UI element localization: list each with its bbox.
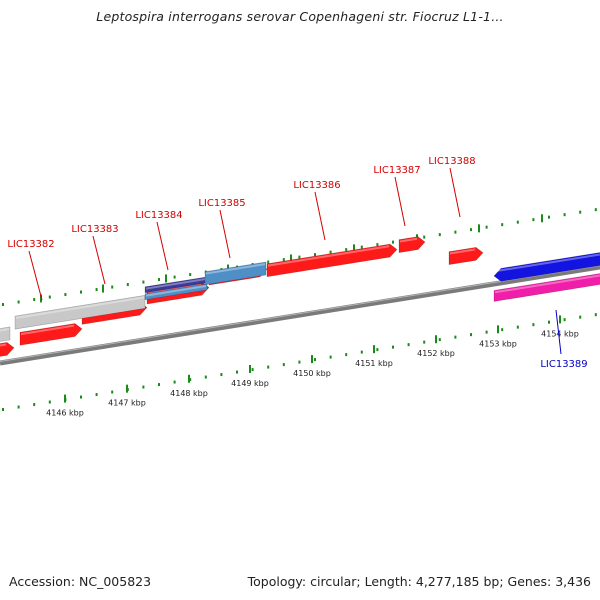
gene-label-lic13388: LIC13388 — [428, 156, 475, 167]
kbp-tick-label: 4148 kbp — [170, 389, 208, 398]
gene-reverse-blue-gloss — [495, 253, 600, 273]
gene-leader-line — [28, 250, 43, 301]
gene-label-lic13384: LIC13384 — [135, 210, 182, 221]
gene-leader-line — [314, 191, 326, 241]
gene-label-lic13386: LIC13386 — [293, 180, 340, 191]
gene-leader-line — [219, 209, 231, 259]
cds-lic13387 — [398, 236, 426, 254]
gene-gray-left-gloss — [0, 328, 9, 332]
kbp-tick-label: 4153 kbp — [479, 339, 517, 348]
gene-steelblue — [204, 261, 267, 286]
gene-leader-line — [394, 176, 406, 227]
topology-summary: Topology: circular; Length: 4,277,185 bp… — [247, 574, 591, 589]
cds-lic13388-gloss — [450, 248, 475, 255]
kbp-tick-label: 4146 kbp — [46, 409, 84, 418]
gene-leader-line-reverse — [555, 309, 562, 355]
cds-lic13387-gloss — [400, 237, 417, 243]
kbp-tick-label: 4152 kbp — [417, 349, 455, 358]
gene-gray — [14, 294, 146, 330]
map-title: Leptospira interrogans serovar Copenhage… — [96, 9, 504, 24]
gene-blue-lower — [144, 283, 208, 301]
gene-navy-upper-gloss — [146, 278, 206, 290]
kbp-tick-label: 4147 kbp — [108, 399, 146, 408]
kbp-tick-label: 4151 kbp — [355, 359, 393, 368]
gene-leader-line — [92, 235, 106, 285]
gene-gray-left — [0, 326, 11, 342]
gene-leader-line — [156, 221, 169, 271]
gene-leader-line — [449, 167, 461, 218]
cds-lic13381-gloss — [0, 343, 6, 347]
backbone-line — [0, 264, 600, 366]
gene-label-lic13387: LIC13387 — [373, 165, 420, 176]
cds-lic13381 — [0, 342, 15, 357]
gene-reverse-magenta-gloss — [495, 274, 600, 294]
backbone-highlight — [0, 265, 600, 362]
gene-reverse-magenta — [493, 273, 600, 302]
gene-label-lic13385: LIC13385 — [198, 198, 245, 209]
gene-label-lic13382: LIC13382 — [7, 239, 54, 250]
gene-gray-gloss — [16, 296, 144, 319]
gene-steelblue-gloss — [206, 263, 265, 275]
cds-lic13382-gloss — [21, 324, 74, 336]
kbp-tick-label: 4149 kbp — [231, 379, 269, 388]
cds-lic13382 — [19, 323, 83, 346]
gene-reverse-blue — [493, 252, 600, 282]
accession-label: Accession: NC_005823 — [9, 574, 152, 589]
gene-label-lic13389: LIC13389 — [540, 359, 587, 370]
kbp-tick-label: 4154 kbp — [541, 329, 579, 338]
gene-blue-lower-gloss — [146, 285, 206, 297]
cds-lic13386-gloss — [268, 245, 389, 267]
kbp-tick-label: 4150 kbp — [293, 369, 331, 378]
cds-lic13388 — [448, 247, 484, 266]
gene-label-lic13383: LIC13383 — [71, 224, 118, 235]
cds-lic13386 — [266, 243, 398, 278]
